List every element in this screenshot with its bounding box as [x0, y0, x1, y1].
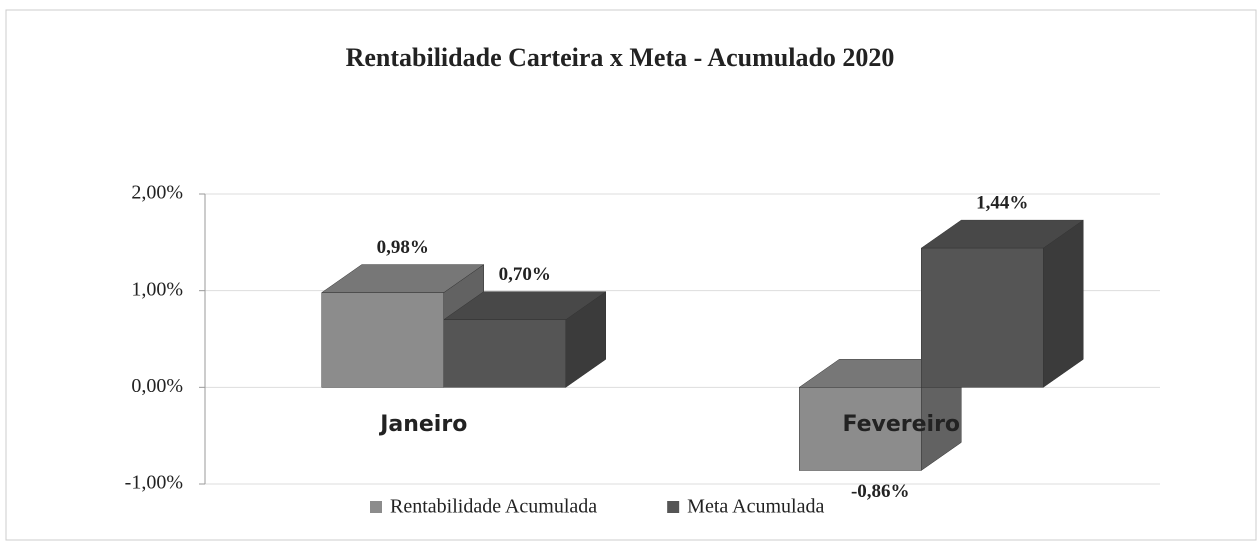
y-tick-label: 2,00% [131, 182, 183, 204]
x-tick-label: Janeiro [378, 412, 467, 437]
y-tick-label: -1,00% [125, 472, 183, 494]
value-label: 0,70% [499, 264, 551, 285]
bar [442, 291, 607, 388]
bar-front [443, 319, 566, 388]
legend-label: Meta Acumulada [687, 496, 824, 518]
value-label: -0,86% [851, 481, 910, 502]
legend-swatch [667, 501, 680, 513]
bar-front [321, 292, 444, 388]
value-label: 1,44% [976, 192, 1028, 213]
bar-front [921, 247, 1044, 388]
value-label: 0,98% [377, 237, 429, 258]
x-tick-label: Fevereiro [842, 412, 960, 437]
chart-title: Rentabilidade Carteira x Meta - Acumulad… [346, 43, 895, 72]
bar-side [1043, 219, 1084, 388]
bar-front [799, 387, 922, 471]
y-tick-label: 1,00% [131, 278, 183, 300]
bar [920, 219, 1085, 388]
y-tick-label: 0,00% [131, 375, 183, 397]
legend-label: Rentabilidade Acumulada [390, 496, 597, 518]
legend-swatch [370, 501, 382, 513]
